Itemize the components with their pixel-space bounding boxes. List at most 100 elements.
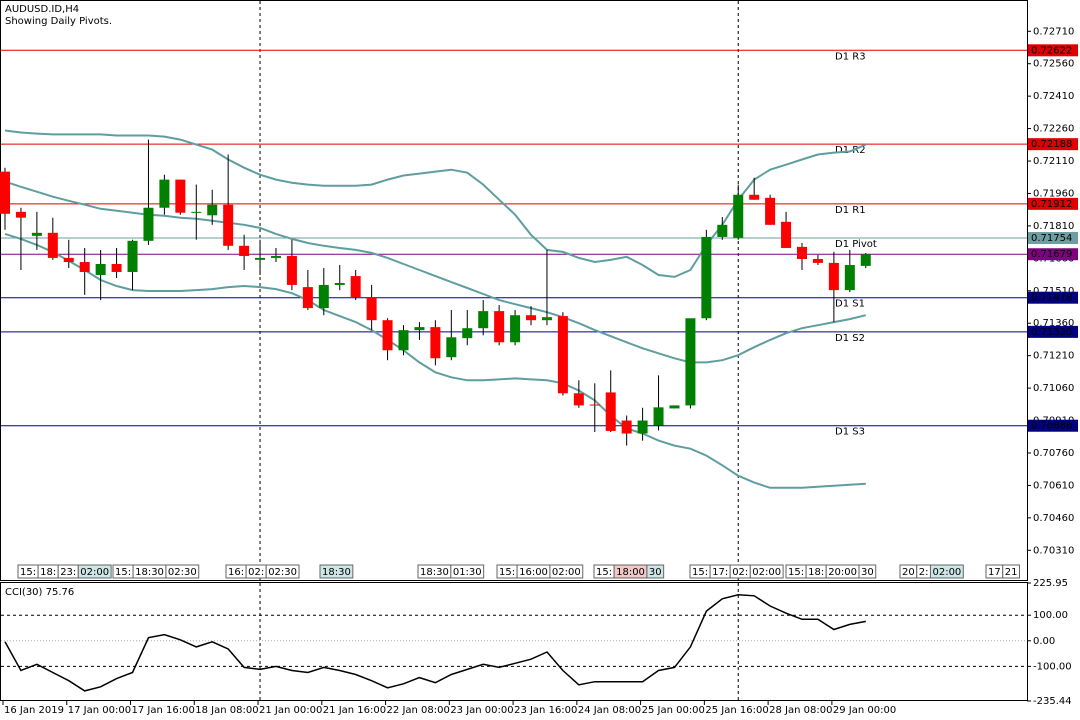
x-tick-label: 28 Jan 08:00 <box>769 705 832 716</box>
candle-body <box>717 224 728 237</box>
price-box-label: 0.71679 <box>1031 249 1072 260</box>
session-tag: 15: <box>20 567 36 578</box>
candle-body <box>589 404 600 406</box>
y-tick-label: 0.70760 <box>1033 448 1074 459</box>
session-tag: 18: <box>40 567 56 578</box>
session-tag: 18: <box>808 567 824 578</box>
session-tag: 15: <box>788 567 804 578</box>
y-tick-label: 0.72110 <box>1033 156 1074 167</box>
candle-body <box>143 207 154 241</box>
candle-body <box>414 327 425 331</box>
x-tick-label: 17 Jan 00:00 <box>68 705 131 716</box>
y-tick-label: 0.71510 <box>1033 286 1074 297</box>
x-tick-label: 24 Jan 08:00 <box>578 705 641 716</box>
session-tag-box <box>929 564 964 579</box>
session-tag: 01:30 <box>453 567 482 578</box>
pivot-name: D1 R3 <box>835 51 866 62</box>
x-tick-label: 25 Jan 16:00 <box>705 705 768 716</box>
price-box-label: 0.71754 <box>1031 233 1072 244</box>
price-box <box>1028 419 1078 432</box>
candle-body <box>573 393 584 406</box>
candle-body <box>302 287 313 309</box>
y-tick-label: 0.70310 <box>1033 545 1074 556</box>
candle-body <box>31 232 42 236</box>
chart-subtitle: Showing Daily Pivots. <box>5 16 112 27</box>
y-tick-label: 0.71360 <box>1033 318 1074 329</box>
session-tag: 16:00 <box>519 567 548 578</box>
candle-body <box>797 246 807 259</box>
session-tag: 18:00 <box>616 567 645 578</box>
price-box-label: 0.72188 <box>1031 139 1072 150</box>
candle-body <box>462 328 473 339</box>
session-tag-box <box>450 564 485 579</box>
session-tag: 17 <box>988 567 1001 578</box>
session-tag: 2: <box>919 567 929 578</box>
candle-body <box>15 211 26 218</box>
price-box <box>1028 197 1078 210</box>
price-box-label: 0.70886 <box>1031 421 1072 432</box>
candle-body <box>334 282 345 285</box>
cci-panel <box>0 582 1028 701</box>
session-tag-box <box>165 564 200 579</box>
y-tick-label: 0.72560 <box>1033 59 1074 70</box>
session-tag: 16: <box>228 567 244 578</box>
x-tick-label: 18 Jan 08:00 <box>195 705 258 716</box>
candle-body <box>765 197 776 225</box>
y-tick-label: 0.71810 <box>1033 221 1074 232</box>
price-box-label: 0.71320 <box>1031 327 1072 338</box>
candle-body <box>382 320 393 351</box>
y-tick-label: 0.71210 <box>1033 351 1074 362</box>
candle-body <box>510 315 521 343</box>
y-tick-label: 100.00 <box>1033 610 1068 621</box>
y-tick-label: 0.72410 <box>1033 91 1074 102</box>
y-tick-label: 225.95 <box>1033 578 1068 589</box>
x-tick-label: 29 Jan 00:00 <box>833 705 896 716</box>
session-tag: 02:00 <box>752 567 781 578</box>
candle-body <box>621 420 632 434</box>
candle-body <box>366 297 377 321</box>
session-tag: 02:00 <box>932 567 961 578</box>
candle-body <box>111 263 122 272</box>
price-box <box>1028 44 1078 57</box>
session-tag: 23: <box>60 567 76 578</box>
candle-body <box>350 276 361 298</box>
session-tag-box <box>265 564 300 579</box>
candle-body <box>446 337 457 358</box>
session-tag: 18:30 <box>420 567 449 578</box>
candle-body <box>191 211 202 213</box>
session-tag-box <box>749 564 784 579</box>
candle-body <box>605 392 616 431</box>
session-tag: 02: <box>732 567 748 578</box>
candle-body <box>430 327 441 359</box>
price-box <box>1028 291 1078 304</box>
pivot-name: D1 S2 <box>835 333 865 344</box>
x-tick-label: 23 Jan 00:00 <box>450 705 513 716</box>
y-tick-label: 0.71060 <box>1033 383 1074 394</box>
price-box <box>1028 138 1078 151</box>
y-tick-label: 0.70460 <box>1033 513 1074 524</box>
candle-body <box>286 255 297 285</box>
price-box <box>1028 248 1078 261</box>
price-box-label: 0.72622 <box>1031 45 1072 56</box>
pivot-name: D1 Pivot <box>835 239 877 250</box>
price-box-label: 0.71912 <box>1031 199 1072 210</box>
session-tag: 18:30 <box>135 567 164 578</box>
price-box <box>1028 232 1078 245</box>
cci-title: CCI(30) 75.76 <box>5 587 74 598</box>
pivot-name: D1 R1 <box>835 205 866 216</box>
chart-title: AUDUSD.ID,H4 <box>5 4 79 15</box>
candle-body <box>860 254 871 266</box>
session-tag-box <box>77 564 112 579</box>
candle-body <box>0 171 10 214</box>
session-tag: 02: <box>248 567 264 578</box>
x-tick-label: 25 Jan 00:00 <box>642 705 705 716</box>
x-tick-label: 23 Jan 16:00 <box>514 705 577 716</box>
candle-body <box>398 330 409 351</box>
candle-body <box>844 265 855 291</box>
candle-body <box>494 311 505 343</box>
session-tag: 02:00 <box>552 567 581 578</box>
candle-body <box>733 194 744 238</box>
session-tag: 15: <box>596 567 612 578</box>
candle-body <box>223 204 234 246</box>
